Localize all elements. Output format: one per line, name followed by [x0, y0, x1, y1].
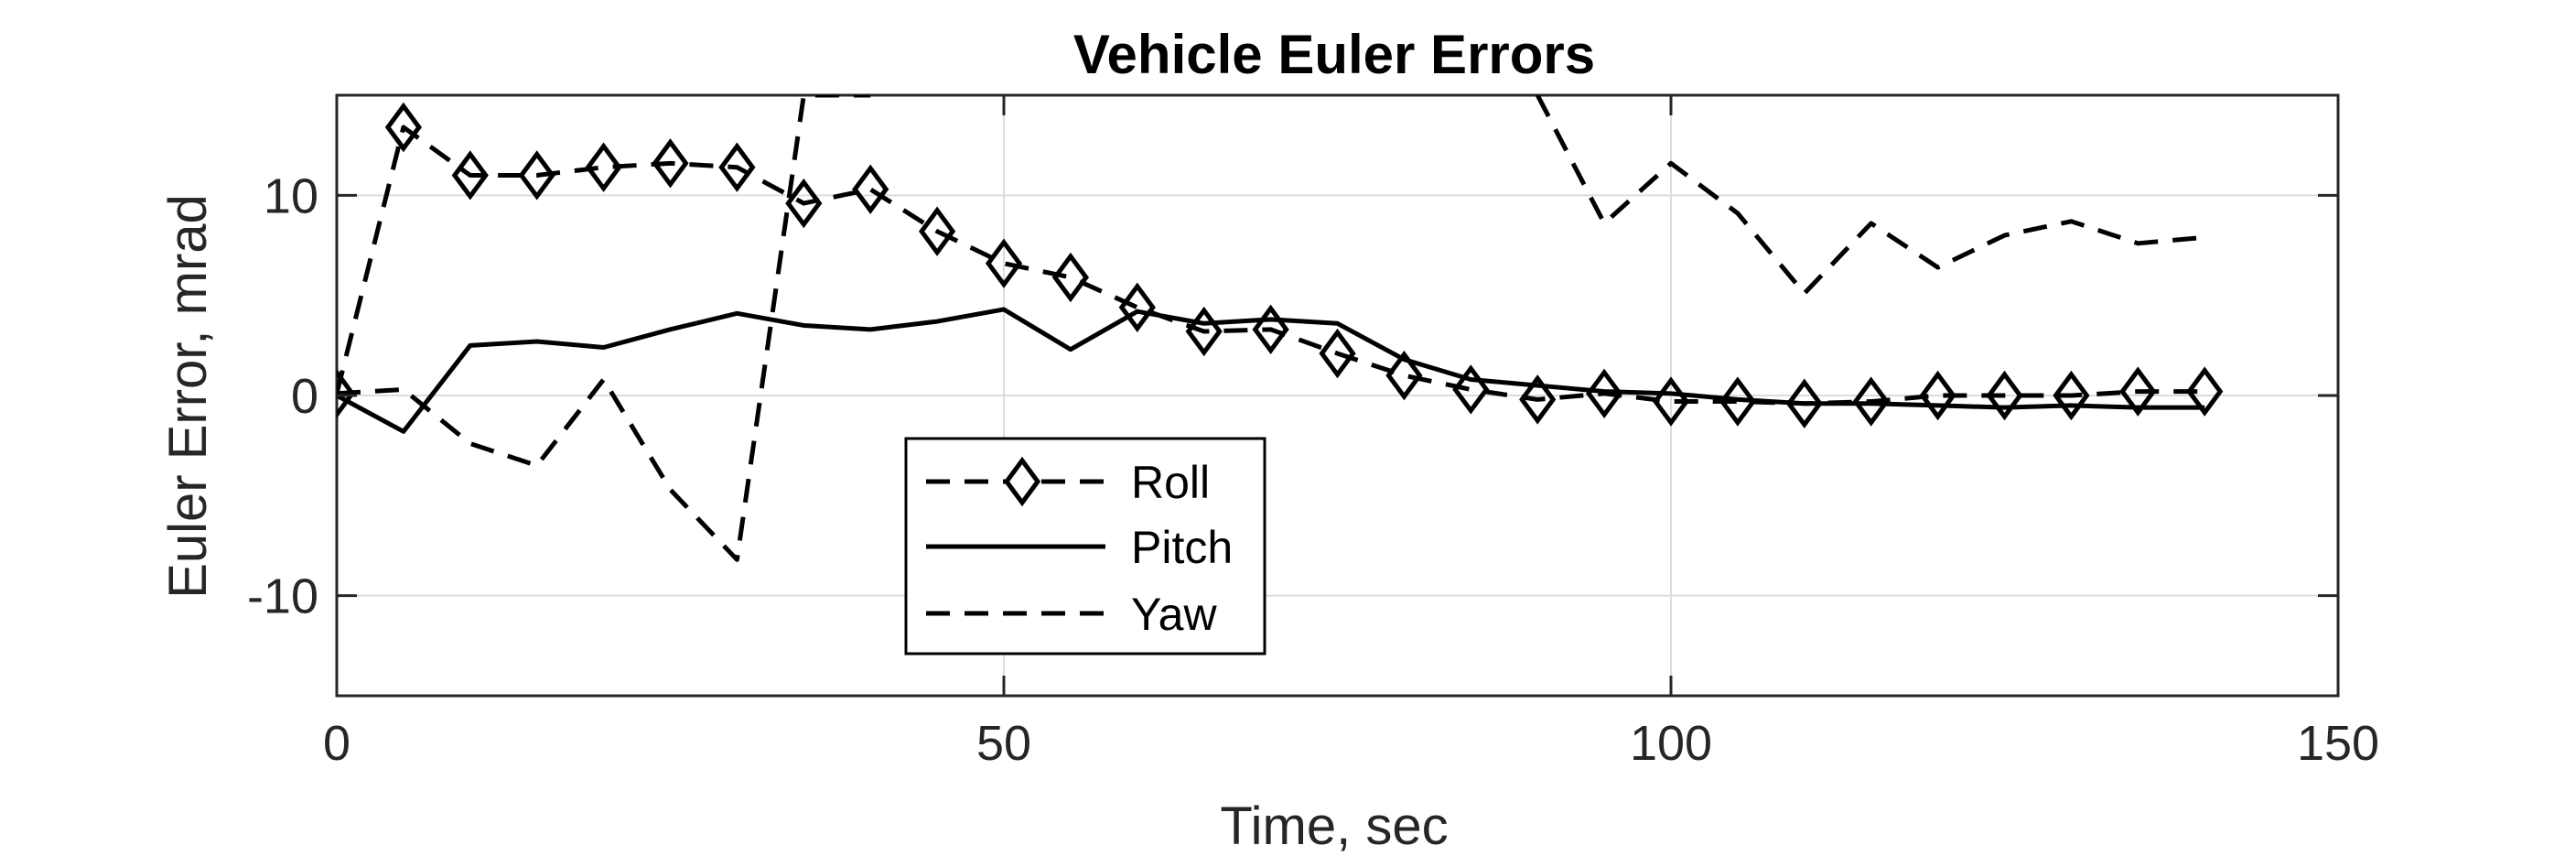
roll-data-point [384, 102, 423, 153]
series-layer [337, 95, 2224, 562]
roll-data-point [1852, 376, 1890, 427]
series-line-yaw [1535, 95, 2205, 296]
legend-entry-pitch: Pitch [926, 522, 1233, 573]
x-axis-label: Time, sec [1220, 796, 1448, 856]
y-tick-label: -10 [247, 569, 318, 624]
legend-entry-roll: Roll [926, 456, 1210, 508]
roll-data-point [1051, 252, 1090, 303]
legend-yaw-label: Yaw [1131, 589, 1217, 640]
legend-pitch-label: Pitch [1131, 522, 1233, 573]
roll-data-point [1585, 368, 1623, 419]
roll-data-point [2186, 366, 2224, 417]
ticks-layer: 0 50 100 150 -10 0 10 [247, 95, 2379, 771]
series-line-roll [337, 125, 2205, 406]
roll-data-point [852, 164, 889, 214]
legend-roll-marker [1003, 456, 1041, 507]
roll-data-point [1919, 370, 1956, 421]
roll-data-point [1986, 370, 2023, 421]
roll-data-point [337, 368, 356, 419]
roll-data-point [652, 138, 689, 189]
roll-data-point [985, 238, 1023, 288]
roll-data-point [1319, 328, 1356, 379]
legend: Roll Pitch Yaw [904, 437, 1266, 656]
roll-data-point [718, 142, 756, 192]
x-tick-label: 50 [976, 716, 1031, 771]
y-axis-label: Euler Error, mrad [158, 194, 218, 599]
y-tick-label: 10 [264, 168, 318, 223]
roll-data-point [2119, 366, 2157, 417]
series-line-yaw [337, 95, 871, 562]
roll-data-point [1785, 378, 1823, 428]
x-tick-label: 0 [323, 716, 350, 771]
legend-entry-yaw: Yaw [926, 589, 1217, 640]
chart-title: Vehicle Euler Errors [1073, 24, 1595, 85]
roll-data-point [1252, 304, 1289, 355]
roll-data-point [785, 178, 823, 229]
roll-data-point [1118, 282, 1156, 332]
roll-data-point [1652, 376, 1690, 427]
x-tick-label: 100 [1630, 716, 1712, 771]
legend-roll-label: Roll [1131, 457, 1210, 508]
x-tick-label: 150 [2297, 716, 2379, 771]
series-line-pitch [337, 307, 2205, 434]
roll-data-point [2053, 370, 2090, 421]
roll-data-point [451, 150, 489, 200]
roll-data-point [518, 150, 555, 200]
y-tick-label: 0 [291, 369, 318, 424]
roll-data-point [1385, 350, 1423, 401]
roll-data-point [1519, 374, 1557, 425]
roll-data-point [1185, 306, 1223, 357]
roll-data-point [1452, 364, 1490, 415]
roll-data-point [918, 206, 956, 256]
roll-data-point [1719, 376, 1757, 427]
roll-data-point [585, 142, 622, 192]
